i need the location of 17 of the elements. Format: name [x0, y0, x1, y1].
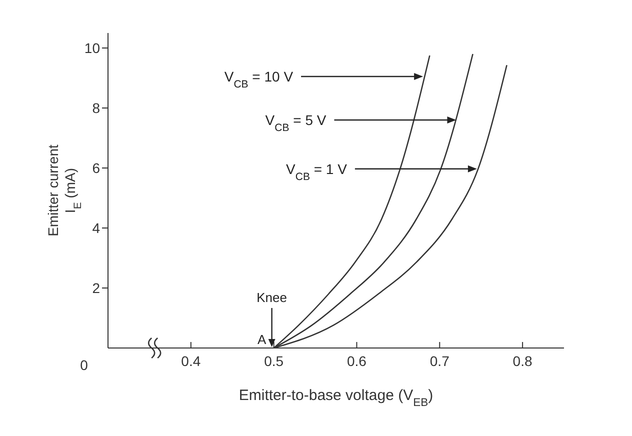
- x-tick-label: 0.6: [346, 352, 367, 369]
- y-tick-label: 10: [84, 40, 100, 56]
- y-tick-label: 2: [92, 280, 100, 296]
- x-tick-label: 0.5: [264, 352, 284, 369]
- annotation: V$_{CB}$ = 1 V: [286, 160, 348, 183]
- annotation: V$_{CB}$ = 10 V: [224, 68, 294, 90]
- y-tick-label: 8: [92, 100, 100, 116]
- x-tick-label: 0.7: [430, 352, 450, 369]
- y-tick-label: 6: [92, 160, 100, 176]
- annotation: A: [257, 332, 266, 347]
- annotation: V$_{CB}$ = 5 V: [265, 112, 327, 134]
- x-tick-label: 0.8: [512, 352, 532, 369]
- text: 0: [80, 357, 88, 373]
- x-axis-title: Emitter-to-base voltage (V$_{EB}$): [238, 387, 434, 409]
- annotation: Knee: [256, 290, 288, 305]
- x-tick-label: 0.4: [181, 352, 201, 369]
- y-tick-label: 4: [92, 220, 100, 236]
